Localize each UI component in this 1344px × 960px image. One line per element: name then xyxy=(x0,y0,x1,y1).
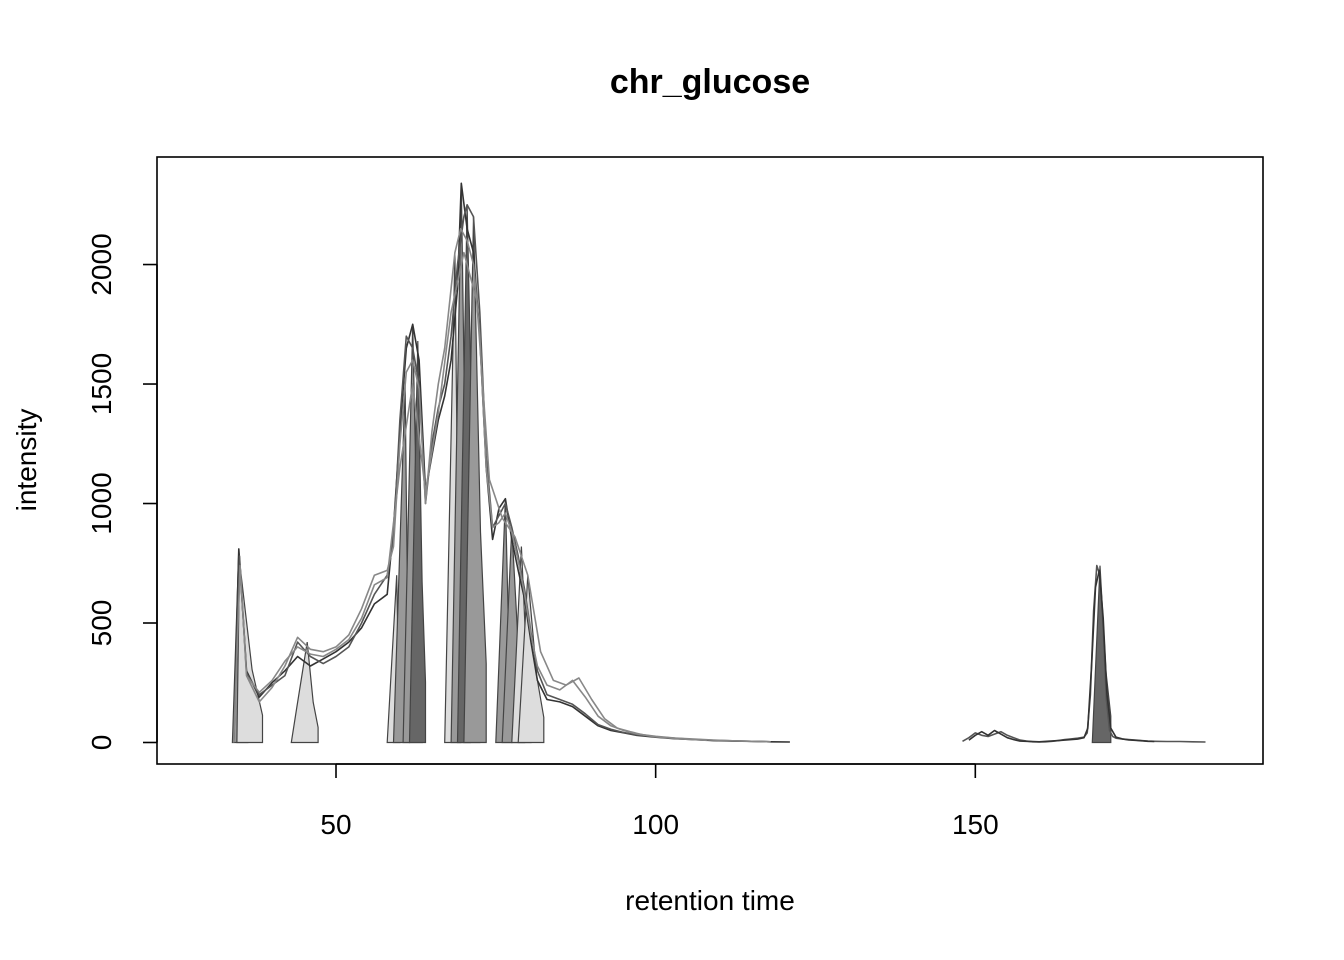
chromatogram-trace xyxy=(245,251,707,742)
x-tick-label: 50 xyxy=(320,809,351,840)
peak-area xyxy=(408,340,427,744)
peak-area xyxy=(463,216,487,744)
y-tick-label: 1500 xyxy=(86,353,117,415)
x-tick-label: 150 xyxy=(952,809,999,840)
chromatogram-traces xyxy=(232,182,1206,743)
y-tick-label: 1000 xyxy=(86,472,117,534)
x-tick-label: 100 xyxy=(632,809,679,840)
chart-title: chr_glucose xyxy=(610,63,810,101)
y-tick-label: 2000 xyxy=(86,233,117,295)
peak-area xyxy=(290,642,319,744)
chromatogram-trace xyxy=(962,564,1206,743)
chromatogram-trace xyxy=(968,569,1155,743)
chromatogram-trace xyxy=(232,204,771,743)
y-axis-label: intensity xyxy=(11,409,42,512)
peak-areas xyxy=(231,183,1112,744)
y-tick-label: 500 xyxy=(86,600,117,647)
x-axis-label: retention time xyxy=(625,885,795,916)
y-tick-label: 0 xyxy=(86,735,117,751)
plot-frame xyxy=(156,156,1264,765)
